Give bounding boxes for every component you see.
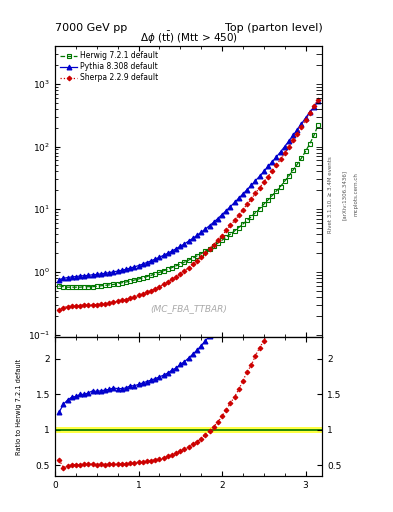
Herwig 7.2.1 default [316, 122, 320, 128]
Pythia 8.308 default [178, 243, 183, 249]
Line: Pythia 8.308 default: Pythia 8.308 default [57, 99, 321, 282]
Herwig 7.2.1 default [241, 221, 245, 227]
Pythia 8.308 default [312, 104, 316, 110]
Herwig 7.2.1 default [312, 133, 316, 139]
Herwig 7.2.1 default [132, 277, 137, 283]
Pythia 8.308 default [316, 98, 320, 104]
Sherpa 2.2.9 default [237, 212, 241, 218]
Text: (MC_FBA_TTBAR): (MC_FBA_TTBAR) [150, 304, 227, 313]
Sherpa 2.2.9 default [186, 265, 191, 271]
Sherpa 2.2.9 default [316, 97, 320, 103]
Text: mcplots.cern.ch: mcplots.cern.ch [354, 173, 359, 217]
Herwig 7.2.1 default [65, 284, 70, 290]
Y-axis label: Ratio to Herwig 7.2.1 default: Ratio to Herwig 7.2.1 default [16, 359, 22, 455]
Herwig 7.2.1 default [182, 259, 187, 265]
Text: [arXiv:1306.3436]: [arXiv:1306.3436] [342, 169, 347, 220]
Text: 7000 GeV pp: 7000 GeV pp [55, 23, 127, 33]
Bar [55, 427, 322, 433]
Herwig 7.2.1 default [191, 255, 195, 261]
Herwig 7.2.1 default [140, 275, 145, 281]
Pythia 8.308 default [128, 265, 132, 271]
Sherpa 2.2.9 default [312, 103, 316, 109]
Line: Herwig 7.2.1 default: Herwig 7.2.1 default [57, 123, 320, 289]
Legend: Herwig 7.2.1 default, Pythia 8.308 default, Sherpa 2.2.9 default: Herwig 7.2.1 default, Pythia 8.308 defau… [59, 50, 160, 84]
Pythia 8.308 default [57, 276, 62, 283]
Line: Sherpa 2.2.9 default: Sherpa 2.2.9 default [57, 98, 320, 311]
Herwig 7.2.1 default [57, 283, 62, 289]
Sherpa 2.2.9 default [128, 295, 132, 301]
Pythia 8.308 default [186, 238, 191, 244]
Text: Top (parton level): Top (parton level) [224, 23, 322, 33]
Sherpa 2.2.9 default [57, 307, 62, 313]
Pythia 8.308 default [136, 263, 141, 269]
Text: Rivet 3.1.10, ≥ 3.4M events: Rivet 3.1.10, ≥ 3.4M events [328, 156, 333, 233]
Title: $\Delta\phi$ (t$\bar{\mathrm{t}}$) (Mtt > 450): $\Delta\phi$ (t$\bar{\mathrm{t}}$) (Mtt … [140, 30, 238, 46]
Pythia 8.308 default [237, 195, 241, 201]
Sherpa 2.2.9 default [178, 271, 183, 277]
Sherpa 2.2.9 default [136, 292, 141, 298]
